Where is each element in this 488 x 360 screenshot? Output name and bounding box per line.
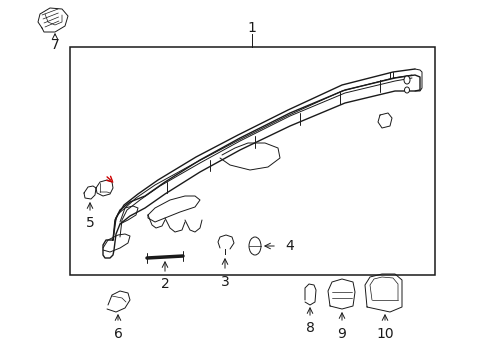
Ellipse shape: [248, 237, 261, 255]
Text: 5: 5: [85, 216, 94, 230]
Text: 6: 6: [113, 327, 122, 341]
Text: 4: 4: [285, 239, 293, 253]
Text: 8: 8: [305, 321, 314, 335]
Text: 2: 2: [160, 277, 169, 291]
Ellipse shape: [403, 76, 409, 84]
Ellipse shape: [404, 87, 408, 93]
Text: 9: 9: [337, 327, 346, 341]
Text: 10: 10: [375, 327, 393, 341]
Text: 3: 3: [220, 275, 229, 289]
Text: 7: 7: [51, 38, 59, 52]
Text: 1: 1: [247, 21, 256, 35]
Bar: [70, 47, 434, 275]
